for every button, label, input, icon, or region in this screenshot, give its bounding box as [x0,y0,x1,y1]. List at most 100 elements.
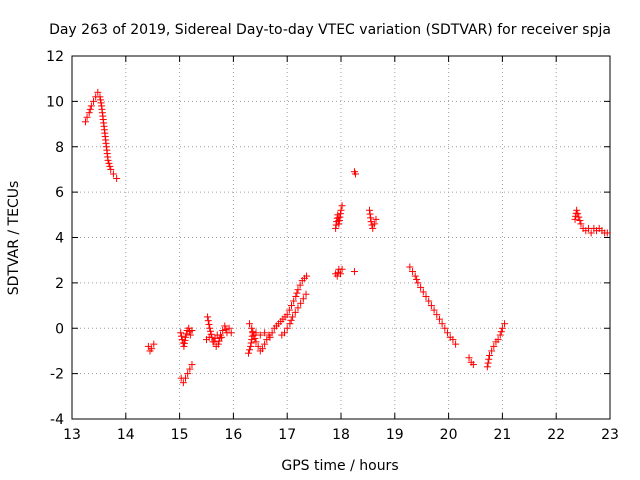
data-point [246,346,254,354]
data-point [335,220,343,228]
x-tick-label: 14 [117,427,135,443]
data-point [294,304,302,312]
data-point [297,299,305,307]
data-point [97,99,105,107]
data-point [571,215,579,223]
data-point [261,329,269,337]
data-point [444,329,452,337]
data-point [293,289,301,297]
x-tick-label: 21 [493,427,511,443]
x-tick-label: 23 [601,427,619,443]
data-point [252,338,260,346]
data-point [289,313,297,321]
data-point [177,332,185,340]
data-point [90,97,98,105]
data-point [576,216,584,224]
x-tick-label: 15 [171,427,189,443]
data-point [369,224,377,232]
data-point [419,288,427,296]
data-point [409,268,417,276]
data-point [287,316,295,324]
data-point [97,96,105,104]
data-point [105,159,113,167]
data-point [81,118,89,126]
data-point [246,320,254,328]
data-point [285,306,293,314]
chart-title: Day 263 of 2019, Sidereal Day-to-day VTE… [49,22,611,38]
data-point [106,162,114,170]
data-point [219,327,227,335]
data-point [248,336,256,344]
data-point [247,339,255,347]
data-point [86,105,94,113]
data-point [214,340,222,348]
x-tick-label: 19 [386,427,404,443]
data-point [370,220,378,228]
data-point [87,102,95,110]
data-point [215,337,223,345]
y-tick-label: 8 [55,140,64,156]
data-point [104,156,112,164]
data-point [184,370,192,378]
data-point [221,322,229,330]
data-point [109,170,117,178]
data-point [206,327,214,335]
data-point [266,333,274,341]
data-point [292,292,300,300]
data-point [225,324,233,332]
data-point [449,336,457,344]
data-point [302,290,310,298]
data-point [496,331,504,339]
data-point [338,202,346,210]
data-point [438,320,446,328]
data-point [258,345,266,353]
data-point [179,379,187,387]
data-point [575,213,583,221]
data-point [248,324,256,332]
data-point [372,215,380,223]
data-point [337,206,345,214]
x-tick-label: 17 [278,427,296,443]
data-point [484,359,492,367]
data-point [244,349,252,357]
data-point [188,361,196,369]
y-tick-label: -2 [50,367,64,383]
y-tick-label: 10 [46,94,64,110]
y-tick-label: 4 [55,231,64,247]
data-point [332,224,340,232]
data-point [182,374,190,382]
data-point [411,272,419,280]
x-tick-labels: 13 14 15 16 17 18 19 20 21 22 23 [63,427,619,443]
data-point [85,109,93,117]
data-point [283,324,291,332]
data-point [574,210,582,218]
data-point [218,333,226,341]
data-point [205,333,213,341]
data-point [413,275,421,283]
data-point [213,331,221,339]
data-point [261,340,269,348]
data-point [441,324,449,332]
data-point [222,325,230,333]
x-tick-label: 22 [547,427,565,443]
data-point [299,295,307,303]
data-point [247,342,255,350]
data-point [186,331,194,339]
axis-ticks [71,55,611,420]
x-tick-label: 16 [224,427,242,443]
y-tick-labels: -4 -2 0 2 4 6 8 10 12 [46,49,64,428]
data-point [83,113,91,121]
data-point [204,317,212,325]
x-tick-label: 20 [440,427,458,443]
data-point [469,361,477,369]
data-point [227,329,235,337]
data-point [406,263,414,271]
data-point [283,311,291,319]
data-point [181,336,189,344]
data-point [96,93,104,101]
x-axis-label: GPS time / hours [281,458,398,474]
data-point [268,329,276,337]
data-point [336,213,344,221]
data-point [485,355,493,363]
